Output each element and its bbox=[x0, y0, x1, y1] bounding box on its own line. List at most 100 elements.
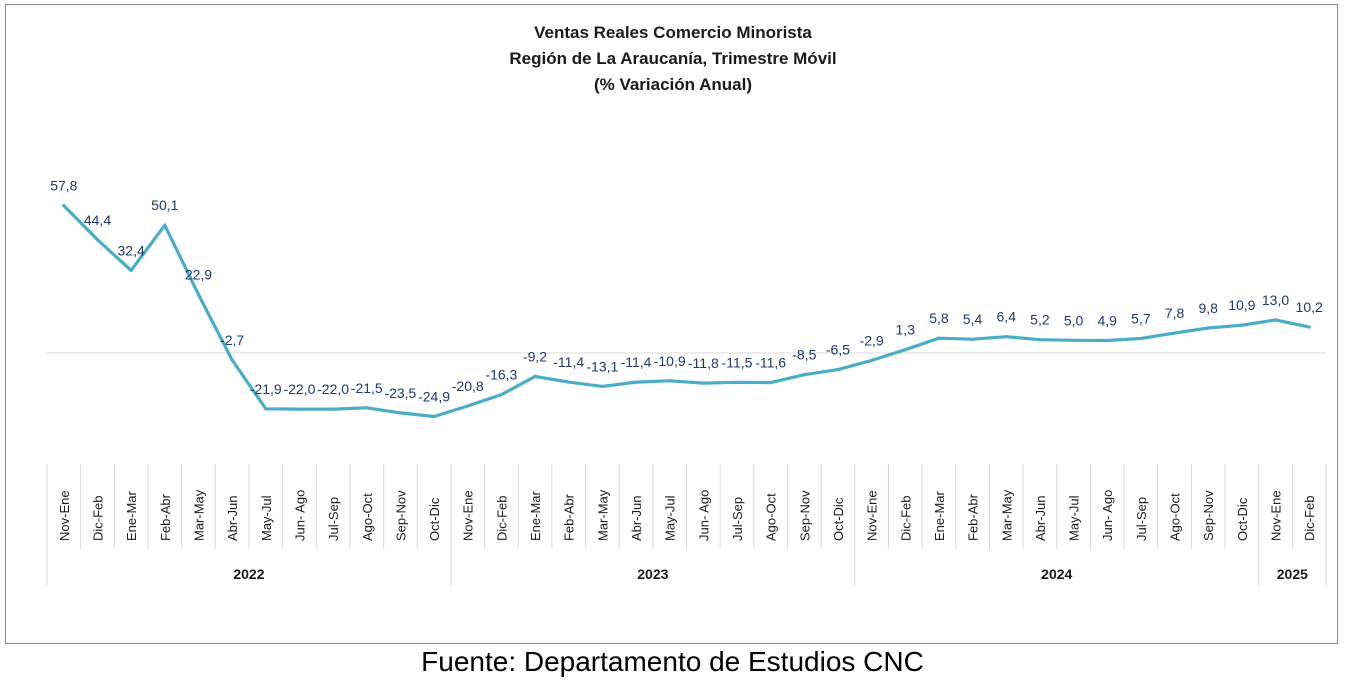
year-label: 2023 bbox=[637, 566, 668, 582]
year-label: 2024 bbox=[1041, 566, 1072, 582]
data-point bbox=[62, 204, 66, 208]
data-label: -21,9 bbox=[250, 381, 282, 397]
x-tick-label: Sep-Nov bbox=[1201, 490, 1216, 541]
data-point bbox=[870, 358, 874, 362]
data-label: 5,2 bbox=[1030, 312, 1050, 328]
data-point bbox=[634, 380, 638, 384]
data-label: -22,0 bbox=[317, 381, 349, 397]
data-point bbox=[567, 380, 571, 384]
data-point bbox=[466, 404, 470, 408]
data-label: -10,9 bbox=[654, 353, 686, 369]
data-label: -16,3 bbox=[485, 367, 517, 383]
data-point bbox=[264, 407, 268, 411]
data-point bbox=[1206, 326, 1210, 330]
data-label: 1,3 bbox=[896, 322, 916, 338]
x-tick-label: Jul-Sep bbox=[326, 497, 341, 541]
x-tick-label: Abr-Jun bbox=[225, 495, 240, 541]
x-tick-label: Nov-Ene bbox=[1269, 490, 1284, 541]
x-tick-label: Sep-Nov bbox=[393, 490, 408, 541]
data-label: 5,4 bbox=[963, 311, 983, 327]
source-note: Fuente: Departamento de Estudios CNC bbox=[421, 646, 924, 677]
data-label: -11,4 bbox=[621, 354, 652, 370]
x-tick-label: Nov-Ene bbox=[461, 490, 476, 541]
data-point bbox=[1004, 335, 1008, 339]
data-label: 22,9 bbox=[185, 267, 212, 283]
data-point bbox=[937, 336, 941, 340]
data-point bbox=[230, 358, 234, 362]
x-tick-label: May-Jul bbox=[1067, 495, 1082, 541]
x-tick-label: Dic-Feb bbox=[90, 495, 105, 541]
data-point bbox=[903, 348, 907, 352]
x-tick-label: Feb-Abr bbox=[966, 493, 981, 541]
data-label: -2,9 bbox=[860, 332, 884, 348]
x-tick-label: Oct-Dic bbox=[427, 497, 442, 541]
data-point bbox=[668, 379, 672, 383]
x-tick-label: Nov-Ene bbox=[865, 490, 880, 541]
x-tick-label: Nov-Ene bbox=[57, 490, 72, 541]
x-tick-label: Ene-Mar bbox=[124, 490, 139, 541]
data-label: -23,5 bbox=[384, 385, 416, 401]
data-point bbox=[1071, 338, 1076, 342]
x-tick-label: Jul-Sep bbox=[1134, 497, 1149, 541]
data-label: 9,8 bbox=[1198, 300, 1218, 316]
x-tick-label: Ago-Oct bbox=[1168, 493, 1183, 541]
data-point bbox=[499, 392, 503, 397]
data-point bbox=[735, 380, 739, 384]
data-point bbox=[836, 367, 840, 372]
chart-svg: Ventas Reales Comercio Minorista Región d… bbox=[46, 23, 1327, 586]
chart-title-line: Región de La Araucanía, Trimestre Móvil bbox=[509, 49, 836, 68]
x-tick-label: Dic-Feb bbox=[494, 495, 509, 541]
x-tick-label: Dic-Feb bbox=[1302, 495, 1317, 541]
data-point bbox=[297, 407, 302, 411]
data-point bbox=[95, 238, 100, 242]
data-label: 5,7 bbox=[1131, 310, 1151, 326]
x-tick-label: Sep-Nov bbox=[797, 490, 812, 541]
x-tick-label: May-Jul bbox=[663, 495, 678, 541]
chart-title-line: Ventas Reales Comercio Minorista bbox=[534, 23, 812, 42]
data-point bbox=[398, 411, 403, 415]
x-tick-label: Oct-Dic bbox=[1235, 497, 1250, 541]
x-tick-label: Mar-May bbox=[999, 489, 1014, 541]
x-tick-label: May-Jul bbox=[259, 495, 274, 541]
series-line bbox=[62, 204, 1311, 419]
year-label: 2022 bbox=[233, 566, 264, 582]
data-point bbox=[1038, 338, 1042, 342]
data-label: 10,2 bbox=[1296, 299, 1323, 315]
chart-title-line: (% Variación Anual) bbox=[594, 75, 752, 94]
data-label: -13,1 bbox=[586, 358, 618, 374]
data-point bbox=[1307, 325, 1311, 329]
data-label: -6,5 bbox=[826, 342, 850, 358]
data-point bbox=[163, 223, 167, 227]
data-label: 4,9 bbox=[1097, 313, 1117, 329]
x-tick-label: Mar-May bbox=[595, 489, 610, 541]
x-tick-label: Ago-Oct bbox=[764, 493, 779, 541]
data-point bbox=[1273, 318, 1278, 322]
data-point bbox=[600, 384, 604, 389]
data-point bbox=[1240, 323, 1244, 327]
data-point bbox=[1172, 331, 1177, 335]
data-label: 10,9 bbox=[1228, 297, 1255, 313]
data-point bbox=[802, 373, 806, 377]
data-label: -24,9 bbox=[418, 388, 450, 404]
data-label: 5,0 bbox=[1064, 312, 1084, 328]
chart-frame: Ventas Reales Comercio Minorista Región d… bbox=[5, 4, 1338, 644]
data-point bbox=[432, 414, 436, 419]
data-label: -11,5 bbox=[722, 354, 753, 370]
data-label: 6,4 bbox=[997, 309, 1017, 325]
data-label: -8,5 bbox=[792, 347, 816, 363]
data-label: -2,7 bbox=[220, 332, 244, 348]
data-label: -11,8 bbox=[688, 355, 719, 371]
data-point bbox=[129, 268, 133, 272]
data-point bbox=[970, 337, 975, 341]
data-label: -21,5 bbox=[351, 380, 383, 396]
data-label: -9,2 bbox=[523, 348, 547, 364]
x-tick-label: Jun- Ago bbox=[696, 490, 711, 541]
data-point bbox=[701, 381, 705, 385]
x-tick-label: Abr-Jun bbox=[629, 495, 644, 541]
data-label: 32,4 bbox=[118, 242, 145, 258]
data-label: 50,1 bbox=[151, 197, 178, 213]
data-point bbox=[365, 406, 369, 410]
x-tick-label: Ene-Mar bbox=[528, 490, 543, 541]
data-label: 7,8 bbox=[1165, 305, 1185, 321]
data-point bbox=[1139, 336, 1143, 341]
